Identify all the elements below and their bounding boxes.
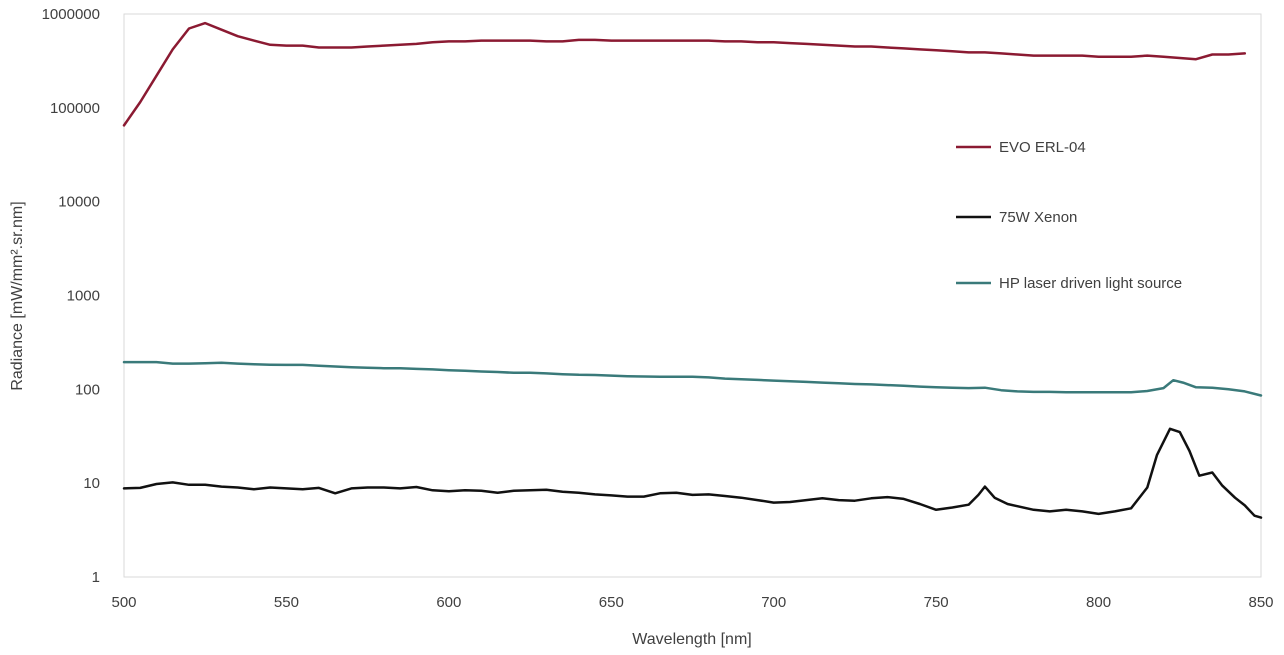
series-layer: [122, 21, 1263, 519]
legend-label-3: HP laser driven light source: [999, 275, 1182, 292]
x-tick-label: 700: [761, 594, 786, 611]
y-tick-label: 1000000: [42, 6, 100, 23]
series-line-1: [122, 21, 1247, 127]
x-tick-label: 850: [1248, 594, 1273, 611]
plot-area: [123, 13, 1262, 578]
series-line-3: [122, 360, 1263, 397]
y-tick-label: 1: [92, 569, 100, 586]
plot-border: [123, 13, 1262, 578]
y-tick-label: 100: [75, 381, 100, 398]
x-tick-label: 650: [599, 594, 624, 611]
y-tick-label: 10000: [58, 194, 100, 211]
legend-label-2: 75W Xenon: [999, 209, 1077, 226]
x-tick-label: 600: [436, 594, 461, 611]
y-axis-ticks: 1 10 100 1000 10000 100000 1000000: [42, 6, 100, 586]
x-tick-label: 750: [924, 594, 949, 611]
y-axis-title: Radiance [mW/mm².sr.nm]: [9, 201, 26, 390]
series-line-2: [122, 427, 1263, 519]
x-axis-ticks: 500 550 600 650 700 750 800 850: [111, 594, 1273, 611]
y-tick-label: 1000: [67, 288, 100, 305]
legend-label-1: EVO ERL-04: [999, 139, 1086, 156]
x-tick-label: 550: [274, 594, 299, 611]
x-tick-label: 800: [1086, 594, 1111, 611]
x-axis-title: Wavelength [nm]: [632, 631, 751, 648]
legend: EVO ERL-04 75W Xenon HP laser driven light…: [956, 139, 1182, 292]
y-tick-label: 10: [83, 475, 100, 492]
y-tick-label: 100000: [50, 100, 100, 117]
x-tick-label: 500: [111, 594, 136, 611]
